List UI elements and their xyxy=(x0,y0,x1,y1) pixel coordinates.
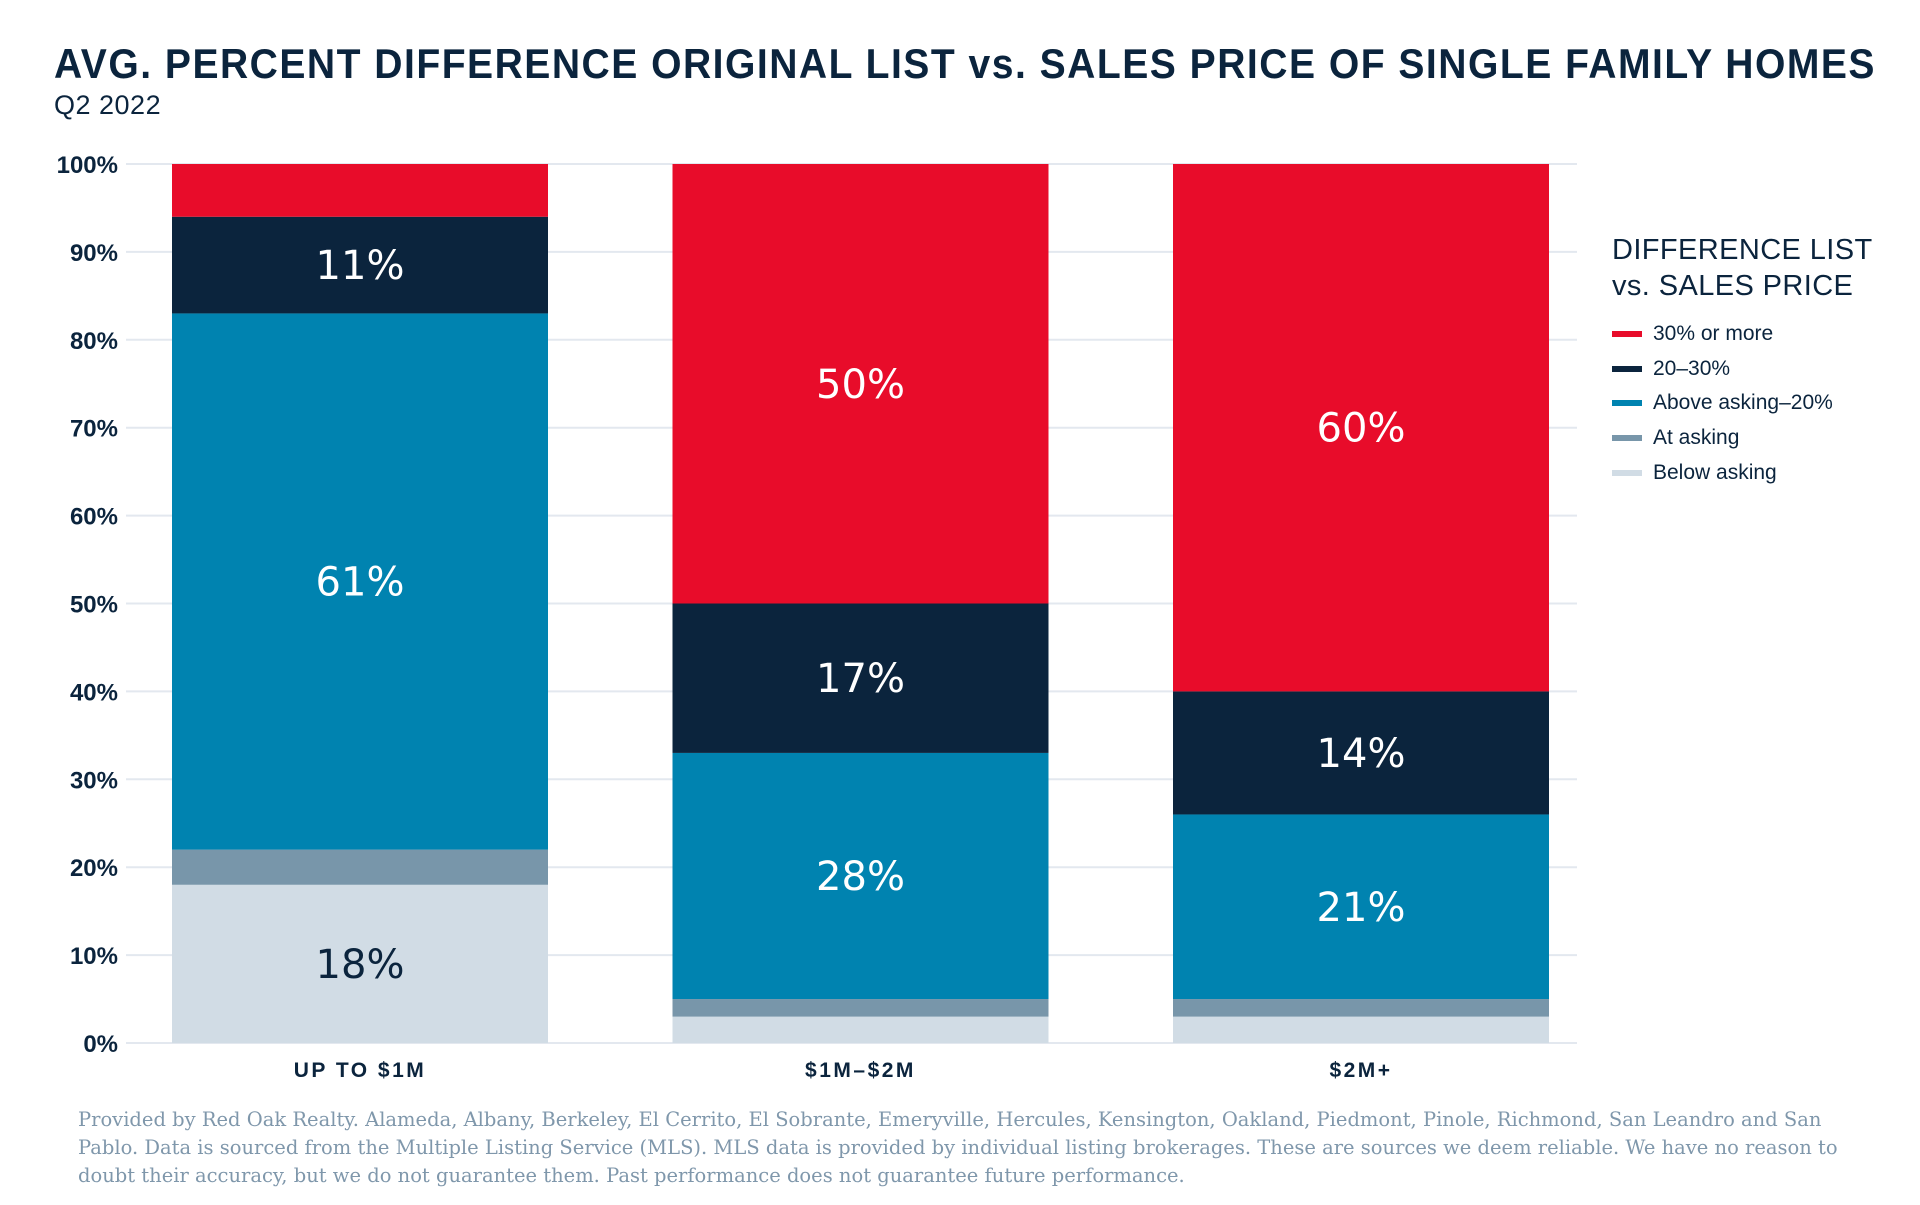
y-tick-label: 10% xyxy=(70,943,118,970)
value-label: 50% xyxy=(816,362,905,408)
bar-segment xyxy=(1173,1016,1549,1043)
x-category-label: $1M–$2M xyxy=(805,1059,916,1082)
legend-item: At asking xyxy=(1612,421,1873,456)
chart-subtitle: Q2 2022 xyxy=(54,90,162,120)
bar-segment xyxy=(672,164,1049,604)
y-tick-label: 60% xyxy=(70,504,118,531)
legend-label: At asking xyxy=(1653,426,1740,450)
bar-segment xyxy=(1173,814,1549,1000)
legend-swatch xyxy=(1612,400,1642,407)
y-tick-label: 70% xyxy=(70,416,118,443)
y-tick-label: 40% xyxy=(70,679,118,706)
bar-segment xyxy=(672,999,1049,1017)
y-tick-label: 90% xyxy=(70,240,118,267)
bar-segment xyxy=(172,313,548,850)
legend-title: DIFFERENCE LIST vs. SALES PRICE xyxy=(1612,232,1873,304)
value-label: 17% xyxy=(816,656,905,702)
legend-label: 30% or more xyxy=(1653,322,1774,346)
bar-segment xyxy=(1173,691,1549,815)
y-tick-label: 80% xyxy=(70,328,118,355)
bars xyxy=(172,164,1549,1043)
x-axis-labels: UP TO $1M $1M–$2M $2M+ xyxy=(294,1059,1392,1082)
y-tick-label: 50% xyxy=(70,592,118,619)
legend-item: 20–30% xyxy=(1612,352,1873,387)
value-label: 21% xyxy=(1317,885,1406,931)
bar-segment xyxy=(1173,164,1549,692)
legend-label: Above asking–20% xyxy=(1653,391,1833,415)
value-label: 11% xyxy=(316,243,405,289)
footnote: Provided by Red Oak Realty. Alameda, Alb… xyxy=(78,1108,1838,1187)
legend-items: 30% or more 20–30% Above asking–20% At aski… xyxy=(1612,317,1873,490)
bar-segment xyxy=(172,849,548,885)
y-axis-ticks: 0% 10% 20% 30% 40% 50% 60% 70% 80% 90% 100% xyxy=(57,152,118,1058)
bar-segment xyxy=(672,752,1049,1000)
bar-segment xyxy=(672,1016,1049,1043)
bar-segment xyxy=(172,216,548,314)
value-label: 14% xyxy=(1317,731,1406,777)
bar-segment xyxy=(1173,999,1549,1017)
value-label: 61% xyxy=(316,560,405,606)
legend-item: Below asking xyxy=(1612,455,1873,490)
y-tick-label: 100% xyxy=(57,152,118,179)
legend-label: 20–30% xyxy=(1653,356,1731,380)
y-tick-label: 0% xyxy=(83,1031,118,1058)
chart-title: AVG. PERCENT DIFFERENCE ORIGINAL LIST vs… xyxy=(54,40,1876,87)
legend-swatch xyxy=(1612,435,1642,442)
legend-title-line2: vs. SALES PRICE xyxy=(1612,270,1854,302)
legend-swatch xyxy=(1612,469,1642,476)
bar-segment xyxy=(672,603,1049,753)
value-label: 28% xyxy=(816,854,905,900)
bar-segment xyxy=(172,884,548,1043)
bar-segment xyxy=(172,164,548,217)
legend-label: Below asking xyxy=(1653,460,1777,484)
value-label: 60% xyxy=(1317,406,1406,452)
legend-item: 30% or more xyxy=(1612,317,1873,352)
value-labels: 18% 61% 11% 28% 17% 50% 21% 14% 60% xyxy=(316,243,1406,988)
value-label: 18% xyxy=(316,942,405,988)
legend-swatch xyxy=(1612,331,1642,338)
x-category-label: $2M+ xyxy=(1329,1059,1392,1082)
legend-item: Above asking–20% xyxy=(1612,386,1873,421)
y-tick-label: 20% xyxy=(70,855,118,882)
y-tick-label: 30% xyxy=(70,767,118,794)
x-category-label: UP TO $1M xyxy=(294,1059,427,1082)
legend: DIFFERENCE LIST vs. SALES PRICE 30% or m… xyxy=(1612,232,1873,490)
legend-title-line1: DIFFERENCE LIST xyxy=(1612,234,1873,266)
legend-swatch xyxy=(1612,365,1642,372)
